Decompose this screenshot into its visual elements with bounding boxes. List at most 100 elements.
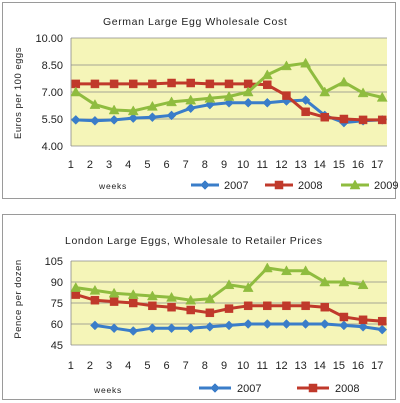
chart-title: London Large Eggs, Wholesale to Retailer… xyxy=(65,235,323,247)
data-point xyxy=(358,321,368,332)
legend-marker xyxy=(200,180,210,190)
data-point xyxy=(339,114,349,124)
data-point xyxy=(70,282,82,292)
data-point xyxy=(90,115,100,126)
x-axis-label: weeks xyxy=(93,385,122,395)
data-point xyxy=(108,287,120,298)
data-point xyxy=(90,295,100,305)
data-point xyxy=(185,94,197,105)
x-tick-label: 1 xyxy=(68,360,74,372)
data-point xyxy=(300,265,312,276)
data-point xyxy=(166,110,177,121)
data-point xyxy=(127,289,139,299)
x-tick-label: 4 xyxy=(125,360,131,372)
data-point xyxy=(205,79,215,89)
legend-label: 2009 xyxy=(374,180,398,192)
x-tick-label: 3 xyxy=(106,360,112,372)
x-tick-label: 6 xyxy=(163,159,169,171)
data-point xyxy=(263,301,272,311)
data-point xyxy=(242,86,254,97)
chart-title: German Large Egg Wholesale Cost xyxy=(103,16,287,28)
data-point xyxy=(186,78,195,88)
data-point xyxy=(148,79,157,89)
data-point xyxy=(186,305,195,315)
data-point xyxy=(146,290,158,301)
chart-top-svg: 10.008.507.005.504.001 2 3 4 5 6 7 8 9 10 11 12 13 14… xyxy=(13,16,398,192)
y-tick-label: 10.00 xyxy=(35,33,63,45)
data-point xyxy=(89,99,101,109)
legend-label: 2007 xyxy=(224,180,248,192)
y-tick-label: 7.00 xyxy=(42,87,63,99)
data-point xyxy=(339,320,349,331)
data-point xyxy=(319,276,331,287)
x-tick-label: 7 xyxy=(183,360,189,372)
y-tick-label: 90 xyxy=(51,277,63,289)
x-tick-label: 5 xyxy=(144,360,150,372)
y-axis-label: Euros per 100 eggs xyxy=(13,47,24,139)
y-axis-label: Pence per dozen xyxy=(13,259,24,338)
x-tick-label: 8 xyxy=(202,360,208,372)
y-tick-label: 105 xyxy=(45,256,63,268)
data-point xyxy=(109,297,119,306)
legend-marker xyxy=(210,383,220,393)
x-tick-label: 13 xyxy=(294,159,306,171)
x-tick-label: 14 xyxy=(314,159,326,171)
data-point xyxy=(185,103,196,114)
data-point xyxy=(281,319,292,329)
data-point xyxy=(166,323,177,334)
x-tick-label: 12 xyxy=(275,360,287,372)
x-tick-label: 16 xyxy=(352,360,364,372)
data-point xyxy=(358,115,368,125)
x-tick-label: 15 xyxy=(333,159,345,171)
data-point xyxy=(377,324,388,335)
data-point xyxy=(300,57,312,68)
data-point xyxy=(262,319,273,329)
data-point xyxy=(263,80,272,90)
data-point xyxy=(281,265,292,276)
data-point xyxy=(90,79,100,89)
y-tick-label: 4.00 xyxy=(42,141,63,153)
chart-panel-top: 10.00 8.50 7.00 5.50 4.00 1 2 3 4 5 6 7 8 9 10 11 12 13 14… xyxy=(2,2,398,199)
data-point xyxy=(281,60,292,71)
x-tick-label: 15 xyxy=(333,360,345,372)
data-point xyxy=(282,91,291,100)
data-point xyxy=(300,95,311,105)
data-point xyxy=(243,97,254,108)
data-point xyxy=(377,316,387,326)
x-tick-label: 2 xyxy=(87,360,93,372)
data-point xyxy=(128,298,138,308)
data-point xyxy=(376,91,388,102)
data-point xyxy=(205,308,215,318)
legend-marker xyxy=(274,180,284,190)
legend-label: 2008 xyxy=(335,383,359,395)
x-tick-label: 11 xyxy=(257,159,268,171)
data-point xyxy=(167,78,176,88)
data-point xyxy=(357,87,369,98)
legend-label: 2007 xyxy=(237,383,261,395)
x-tick-label: 7 xyxy=(183,159,189,171)
x-tick-label: 14 xyxy=(314,360,326,372)
data-point xyxy=(109,79,119,89)
data-point xyxy=(338,76,350,87)
data-point xyxy=(262,97,273,108)
data-point xyxy=(70,86,82,97)
data-point xyxy=(320,302,330,312)
data-point xyxy=(127,105,139,116)
data-point xyxy=(128,113,139,123)
y-tick-label: 5.50 xyxy=(42,114,63,126)
x-tick-label: 2 xyxy=(87,159,93,171)
x-tick-label: 9 xyxy=(221,159,227,171)
y-tick-label: 45 xyxy=(51,340,63,352)
data-point xyxy=(223,90,235,101)
data-point xyxy=(243,301,253,311)
x-tick-label: 17 xyxy=(371,159,383,171)
data-point xyxy=(204,321,215,332)
data-point xyxy=(224,79,234,89)
x-tick-label: 16 xyxy=(352,159,364,171)
x-tick-label: 6 xyxy=(163,360,169,372)
chart-panel-bottom: 105 90 75 60 45 1 2 3 4 5 6 7 8 9 10 11 12 13 14 15 16 17 Lond… xyxy=(2,214,396,400)
data-point xyxy=(224,320,234,331)
data-point xyxy=(261,69,273,80)
x-tick-label: 3 xyxy=(106,159,112,171)
